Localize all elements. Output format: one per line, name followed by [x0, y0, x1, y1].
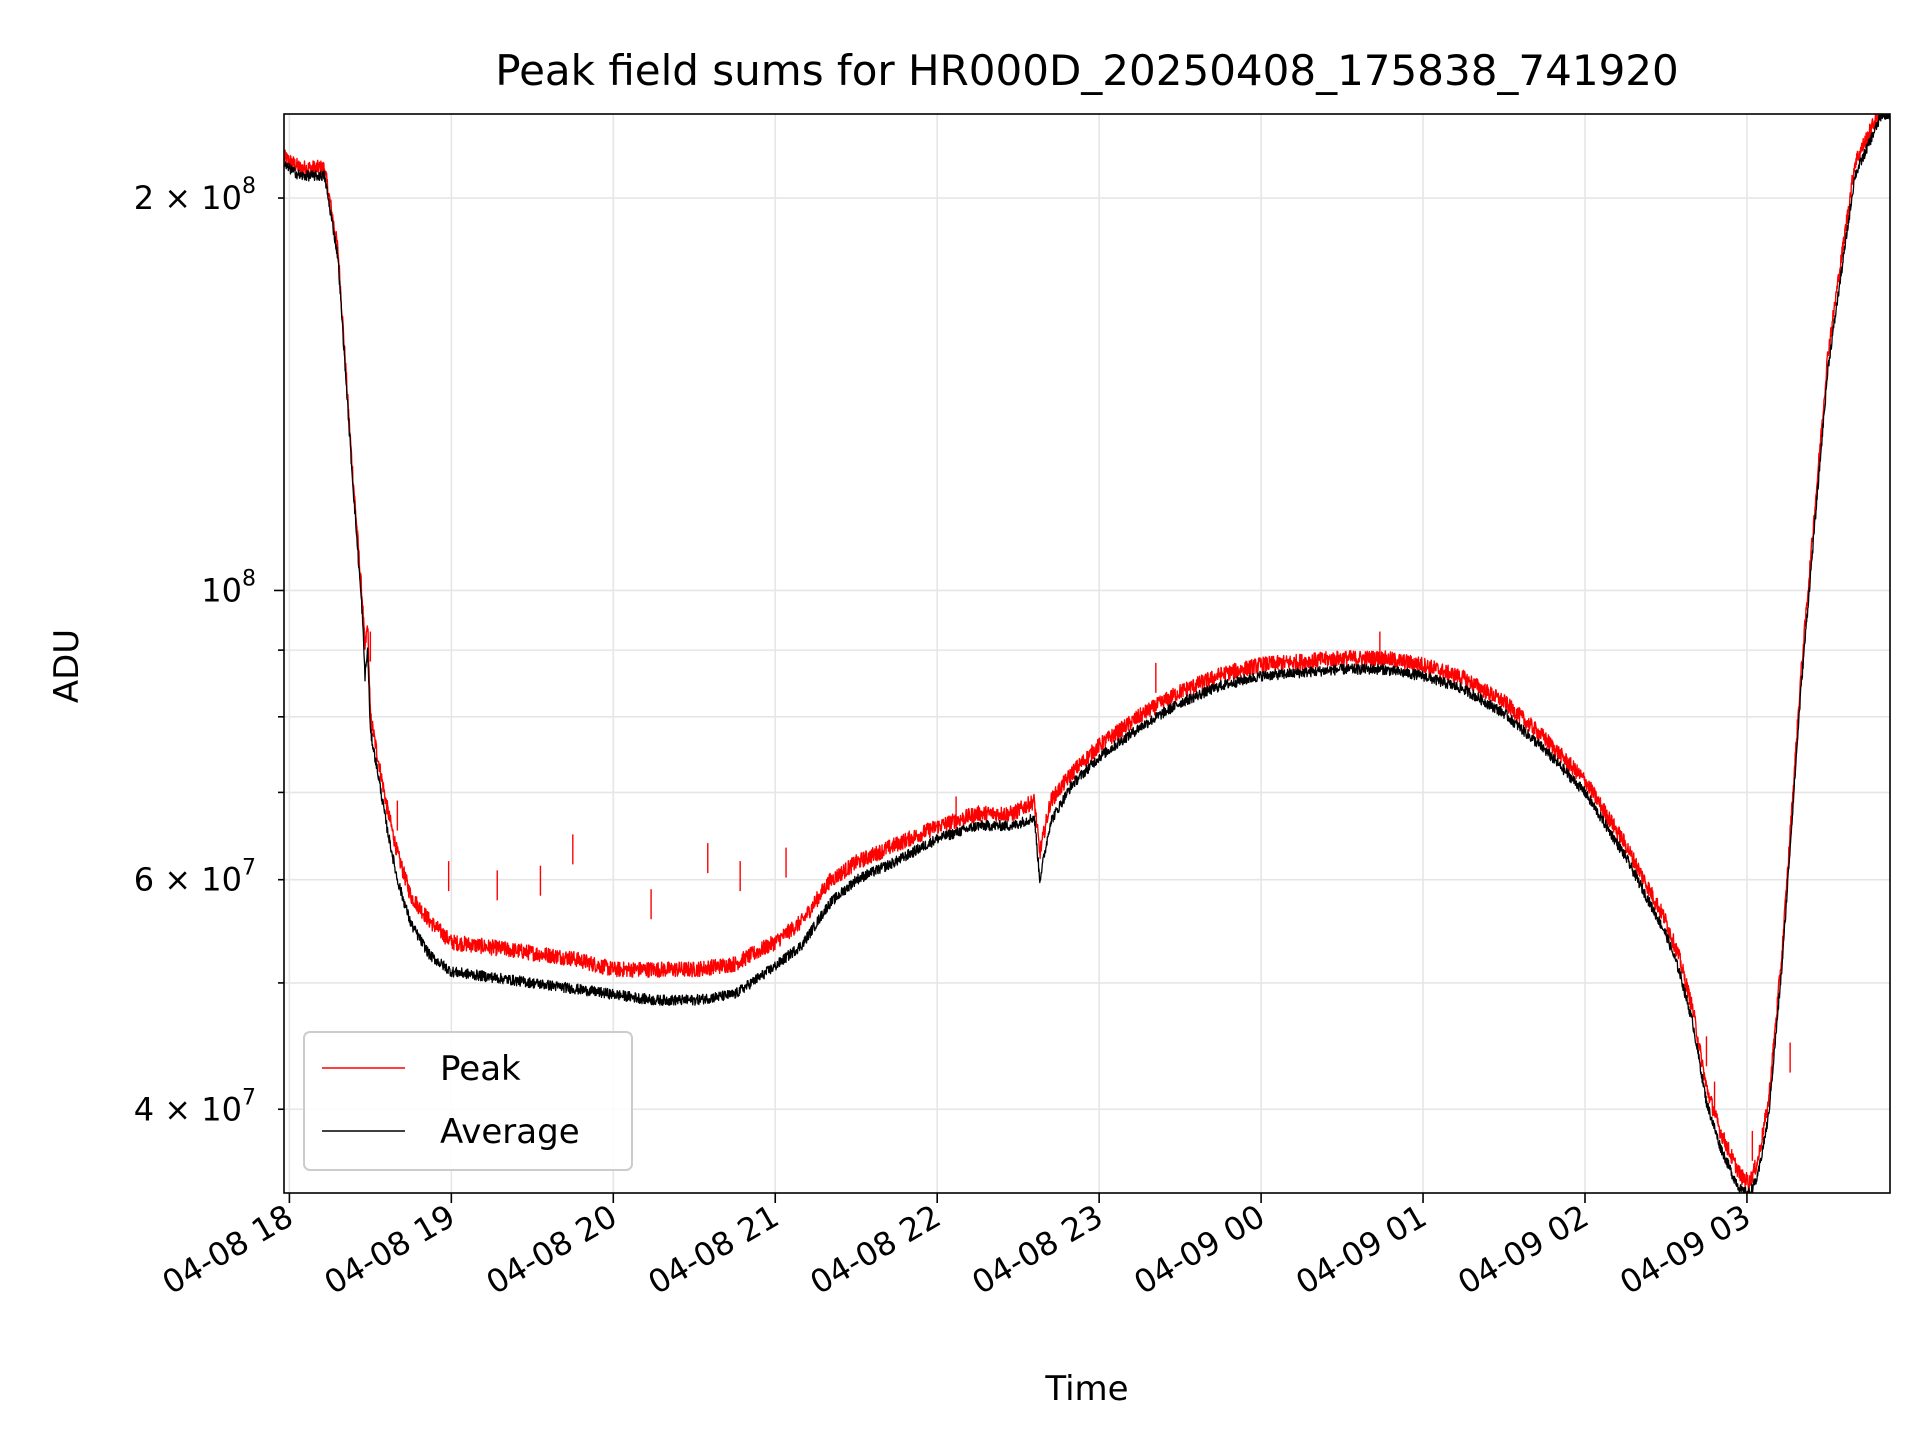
x-axis-label: Time	[1044, 1369, 1128, 1409]
y-tick-label: 2 × 108	[134, 174, 256, 217]
legend-average-label: Average	[440, 1112, 580, 1152]
y-axis-label: ADU	[47, 629, 87, 703]
legend: Peak Average	[303, 1031, 633, 1171]
y-tick-label: 4 × 107	[134, 1085, 256, 1128]
y-tick-label: 6 × 107	[134, 856, 256, 899]
series-layer	[284, 114, 1890, 1193]
legend-peak-label: Peak	[440, 1049, 521, 1089]
average-series-line	[284, 114, 1890, 1193]
plot-area	[283, 113, 1891, 1194]
peak-series-line	[284, 114, 1890, 1190]
grid	[284, 114, 1890, 1193]
chart-title: Peak field sums for HR000D_20250408_1758…	[495, 46, 1679, 95]
legend-frame	[303, 1031, 633, 1171]
